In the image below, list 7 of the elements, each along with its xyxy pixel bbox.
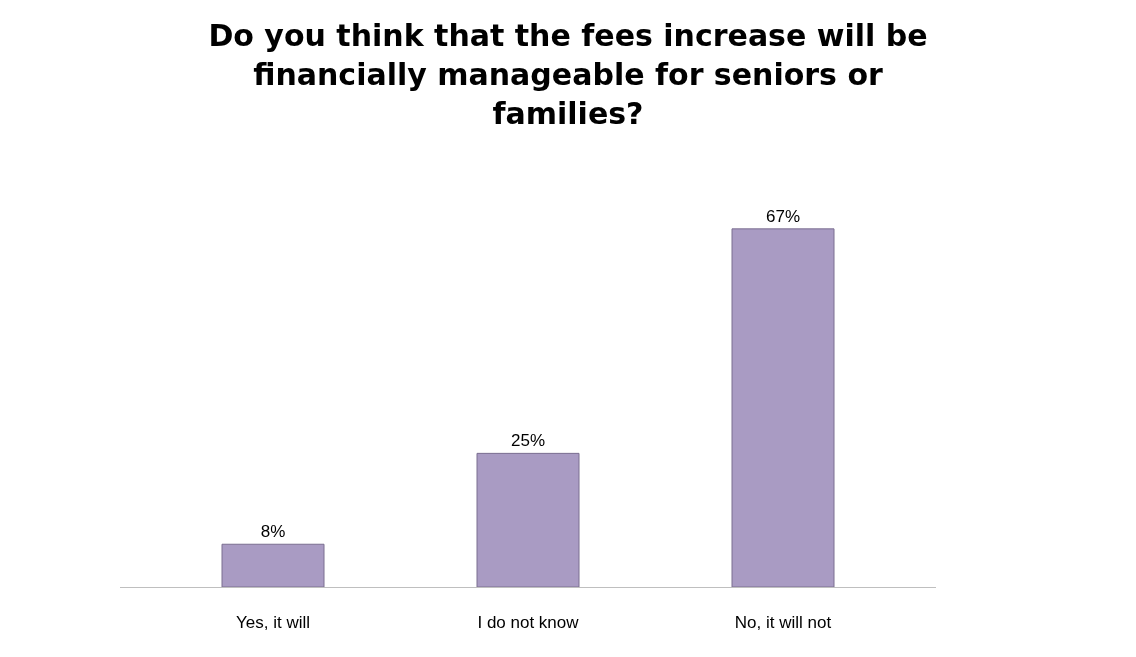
data-label: 67% (765, 206, 801, 226)
x-tick-label: I do not know (477, 613, 580, 633)
data-label: 8% (260, 522, 286, 542)
x-tick-label: Yes, it will (235, 613, 311, 633)
x-tick-label: No, it will not (734, 613, 832, 633)
data-label: 25% (510, 431, 546, 451)
chart-title: Do you think that the fees increase will be financially manageable for seniors or families? (208, 17, 928, 131)
